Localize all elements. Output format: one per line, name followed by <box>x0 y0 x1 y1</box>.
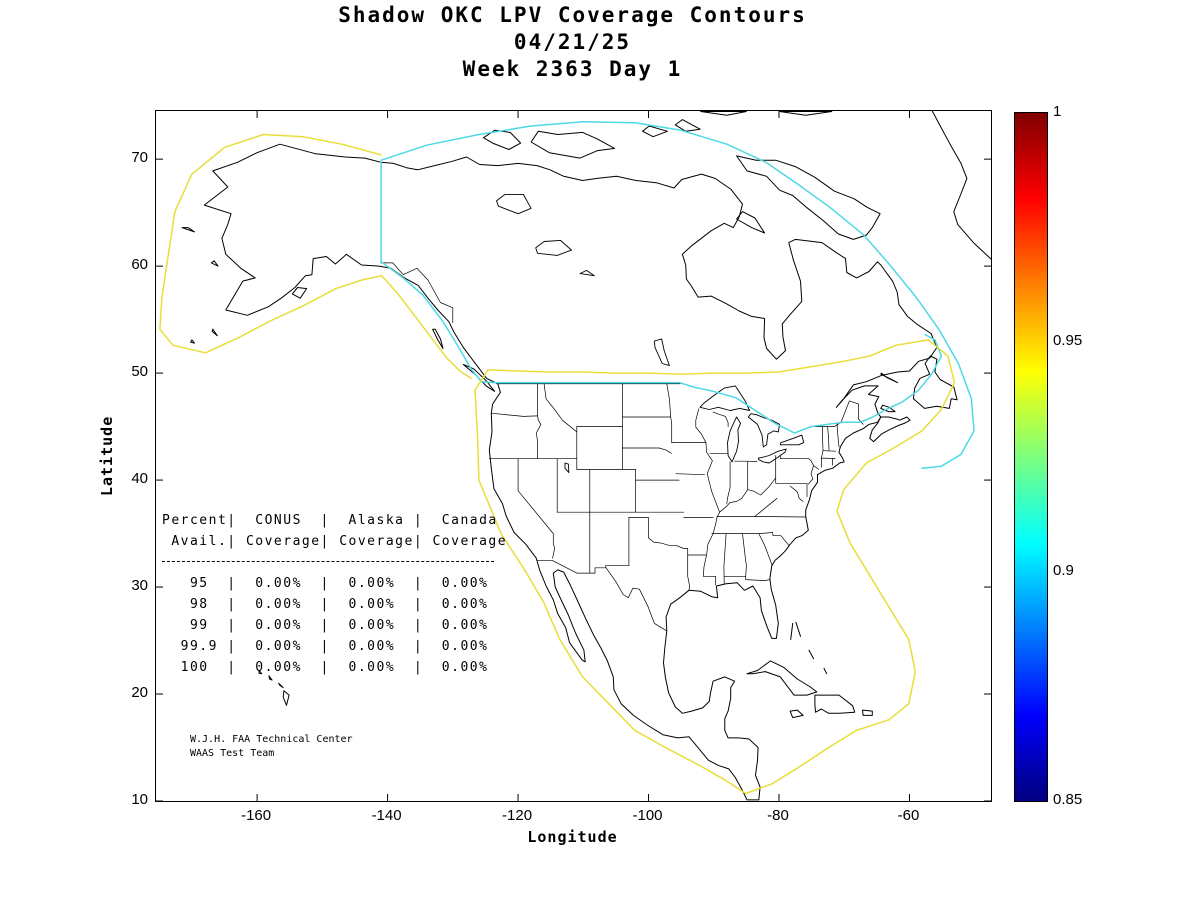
x-axis-label: Longitude <box>527 828 618 846</box>
coverage-table-separator <box>162 552 494 562</box>
coverage-table-header: Percent| CONUS | Alaska | Canada <box>162 513 508 528</box>
credit-text: W.J.H. FAA Technical Center WAAS Test Te… <box>190 733 353 761</box>
x-tick-label: -80 <box>767 807 789 824</box>
chart-title: Shadow OKC LPV Coverage Contours 04/21/2… <box>155 2 990 83</box>
y-tick-label: 70 <box>131 149 148 167</box>
x-tick-label: -140 <box>371 807 402 824</box>
y-tick-label: 20 <box>131 684 148 702</box>
colorbar <box>1014 112 1048 802</box>
layer-lakes <box>496 193 805 474</box>
credit-line-2: WAAS Test Team <box>190 748 275 759</box>
coverage-table-row: 98 | 0.00% | 0.00% | 0.00% <box>162 597 508 612</box>
x-tick-label: -120 <box>502 807 533 824</box>
title-line-3: Week 2363 Day 1 <box>462 57 683 81</box>
coverage-table: Percent| CONUS | Alaska | Canada Avail.|… <box>162 510 507 678</box>
layer-coastline <box>203 143 938 801</box>
y-tick-label: 30 <box>131 577 148 595</box>
credit-line-1: W.J.H. FAA Technical Center <box>190 734 353 745</box>
coverage-table-row: 95 | 0.00% | 0.00% | 0.00% <box>162 576 508 591</box>
layer-state-borders <box>380 161 864 632</box>
y-tick-label: 40 <box>131 470 148 488</box>
title-line-2: 04/21/25 <box>513 30 632 54</box>
coverage-table-row: 99.9 | 0.00% | 0.00% | 0.00% <box>162 639 508 654</box>
layer-contour-095 <box>159 133 956 795</box>
map-canvas <box>156 111 991 801</box>
colorbar-tick-label: 0.9 <box>1053 561 1074 579</box>
x-tick-label: -100 <box>632 807 663 824</box>
coverage-table-row: 99 | 0.00% | 0.00% | 0.00% <box>162 618 508 633</box>
x-tick-label: -160 <box>241 807 272 824</box>
y-tick-label: 10 <box>131 791 148 808</box>
title-line-1: Shadow OKC LPV Coverage Contours <box>338 3 807 27</box>
layer-island-lines <box>790 111 991 675</box>
y-tick-label: 50 <box>131 363 148 381</box>
coverage-table-header: Avail.| Coverage| Coverage| Coverage <box>162 534 508 549</box>
map-plot-area: Percent| CONUS | Alaska | Canada Avail.|… <box>155 110 992 802</box>
colorbar-tick-label: 0.85 <box>1053 791 1083 808</box>
axis-tick-marks <box>156 111 991 801</box>
colorbar-tick-label: 1 <box>1053 103 1062 120</box>
coverage-table-row: 100 | 0.00% | 0.00% | 0.00% <box>162 660 508 675</box>
y-tick-label: 60 <box>131 256 148 274</box>
x-tick-label: -60 <box>897 807 920 824</box>
layer-contour-090 <box>380 120 975 470</box>
colorbar-tick-label: 0.95 <box>1053 332 1083 350</box>
